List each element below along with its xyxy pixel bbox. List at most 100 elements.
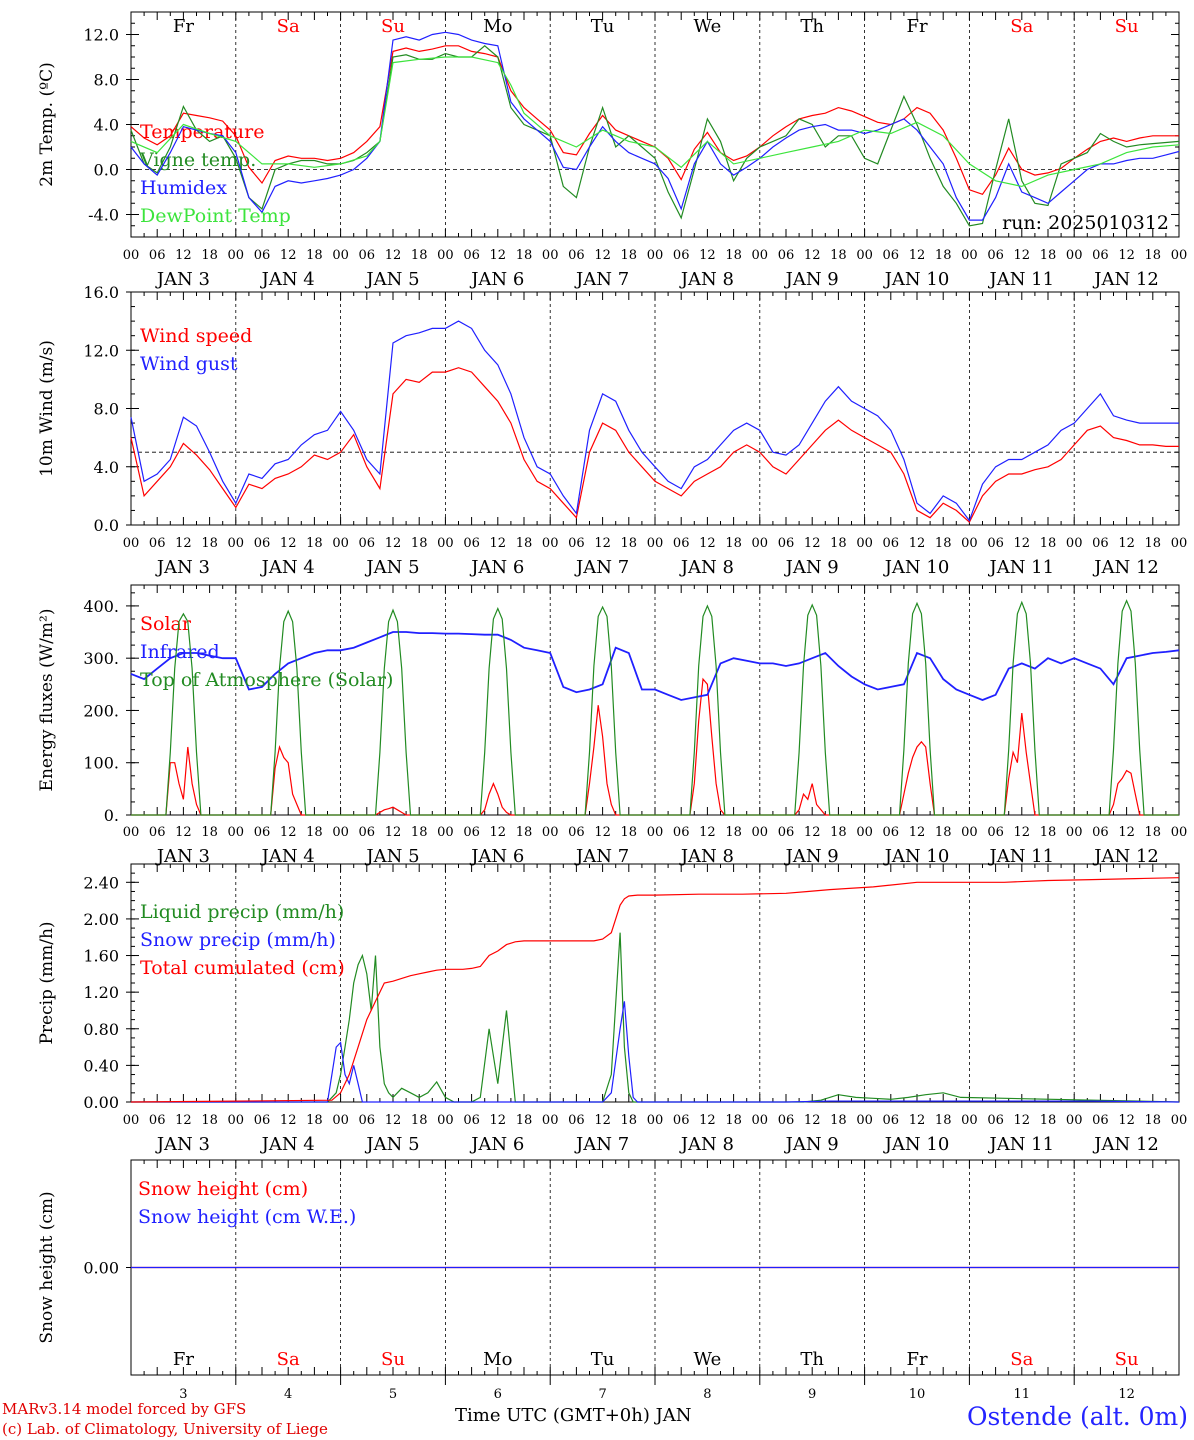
y-tick-label: 4.0 — [94, 458, 119, 477]
x-hour-label: 06 — [254, 536, 271, 551]
x-hour-label: 18 — [1145, 825, 1162, 840]
x-date-label: JAN 4 — [260, 846, 315, 867]
station-name: Ostende (alt. 0m) — [967, 1402, 1188, 1431]
x-date-label: JAN 12 — [1092, 1134, 1159, 1155]
x-hour-label: 00 — [752, 1113, 769, 1128]
x-date-label: JAN 3 — [155, 269, 210, 290]
legend-entry: Total cumulated (cm) — [140, 957, 345, 979]
x-hour-label: 12 — [909, 1113, 926, 1128]
x-date-label: JAN 4 — [260, 1134, 315, 1155]
y-tick-label: 100. — [83, 754, 119, 773]
x-hour-label: 18 — [411, 536, 428, 551]
x-hour-label: 06 — [1092, 825, 1109, 840]
x-hour-label: 12 — [909, 536, 926, 551]
series-line-infrared — [130, 631, 1180, 701]
series-line-dewpoint-temp — [130, 56, 1180, 188]
x-hour-label: 00 — [856, 536, 873, 551]
x-hour-label: 06 — [149, 248, 166, 263]
x-hour-label: 00 — [437, 1113, 454, 1128]
x-hour-label: 00 — [647, 825, 664, 840]
day-of-week-label: Fr — [173, 16, 194, 37]
x-date-label: JAN 10 — [883, 1134, 950, 1155]
x-date-label: JAN 9 — [784, 557, 839, 578]
x-hour-label: 00 — [332, 825, 349, 840]
x-hour-label: 00 — [123, 825, 140, 840]
x-hour-label: 18 — [830, 536, 847, 551]
y-tick-label: -4.0 — [88, 206, 119, 225]
x-hour-label: 00 — [856, 1113, 873, 1128]
y-tick-label: 0.40 — [83, 1056, 119, 1075]
x-hour-label: 18 — [306, 536, 323, 551]
x-hour-label: 18 — [830, 248, 847, 263]
x-hour-label: 12 — [594, 248, 611, 263]
series-line-total-cumulated-cm- — [130, 877, 1180, 1103]
y-tick-label: 8.0 — [94, 400, 119, 419]
x-date-label: JAN 7 — [574, 269, 629, 290]
x-hour-label: 06 — [673, 248, 690, 263]
x-hour-label: 18 — [411, 248, 428, 263]
x-hour-label: 06 — [1092, 1113, 1109, 1128]
y-tick-label: 0.0 — [94, 516, 119, 535]
y-axis-label: 2m Temp. (ºC) — [37, 62, 57, 187]
x-hour-label: 12 — [280, 536, 297, 551]
model-credit: MARv3.14 model forced by GFS — [2, 1400, 247, 1418]
x-date-label: JAN 9 — [784, 1134, 839, 1155]
x-hour-label: 18 — [935, 1113, 952, 1128]
x-hour-label: 00 — [647, 536, 664, 551]
x-date-label: JAN 6 — [469, 1134, 524, 1155]
x-hour-label: 00 — [228, 536, 245, 551]
x-date-label: JAN 7 — [574, 1134, 629, 1155]
x-hour-label: 18 — [935, 536, 952, 551]
day-number-label: 8 — [703, 1387, 711, 1402]
legend-entry: Wind gust — [140, 353, 238, 375]
x-hour-label: 06 — [1092, 248, 1109, 263]
x-hour-label: 18 — [621, 248, 638, 263]
x-hour-label: 00 — [647, 248, 664, 263]
x-hour-label: 00 — [228, 825, 245, 840]
x-hour-label: 12 — [490, 825, 507, 840]
x-hour-label: 18 — [306, 248, 323, 263]
x-hour-label: 18 — [306, 1113, 323, 1128]
x-date-label: JAN 12 — [1092, 557, 1159, 578]
day-of-week-label: Th — [800, 16, 824, 37]
x-hour-label: 06 — [987, 1113, 1004, 1128]
x-hour-label: 18 — [411, 825, 428, 840]
y-tick-label: 12.0 — [83, 341, 119, 360]
x-hour-label: 18 — [621, 536, 638, 551]
x-date-label: JAN 4 — [260, 557, 315, 578]
day-of-week-label: Fr — [173, 1349, 194, 1370]
x-hour-label: 12 — [385, 248, 402, 263]
day-of-week-label: Su — [381, 16, 405, 37]
x-date-label: JAN 8 — [679, 269, 734, 290]
x-hour-label: 06 — [463, 825, 480, 840]
x-date-label: JAN 8 — [679, 846, 734, 867]
x-date-label: JAN 11 — [988, 846, 1055, 867]
day-of-week-label: Sa — [1010, 1349, 1033, 1370]
x-hour-label: 06 — [883, 825, 900, 840]
x-hour-label: 12 — [1118, 1113, 1135, 1128]
x-hour-label: 06 — [359, 536, 376, 551]
x-hour-label: 12 — [280, 825, 297, 840]
x-hour-label: 12 — [175, 825, 192, 840]
y-tick-label: 300. — [83, 649, 119, 668]
x-hour-label: 18 — [201, 825, 218, 840]
x-hour-label: 18 — [1040, 825, 1057, 840]
x-date-label: JAN 12 — [1092, 269, 1159, 290]
series-line-vigne-temp- — [130, 45, 1180, 227]
x-hour-label: 00 — [961, 1113, 978, 1128]
day-number-label: 12 — [1118, 1387, 1135, 1402]
x-hour-label: 06 — [359, 825, 376, 840]
legend-entry: Vigne temp. — [139, 149, 256, 171]
day-number-label: 3 — [179, 1387, 187, 1402]
x-hour-label: 12 — [1118, 536, 1135, 551]
y-tick-label: 0.0 — [94, 161, 119, 180]
x-hour-label: 06 — [149, 1113, 166, 1128]
y-tick-label: 8.0 — [94, 71, 119, 90]
x-hour-label: 06 — [254, 1113, 271, 1128]
x-hour-label: 00 — [123, 1113, 140, 1128]
day-of-week-label: Sa — [277, 1349, 300, 1370]
x-hour-label: 12 — [1014, 825, 1031, 840]
x-hour-label: 12 — [1014, 1113, 1031, 1128]
x-date-label: JAN 10 — [883, 846, 950, 867]
